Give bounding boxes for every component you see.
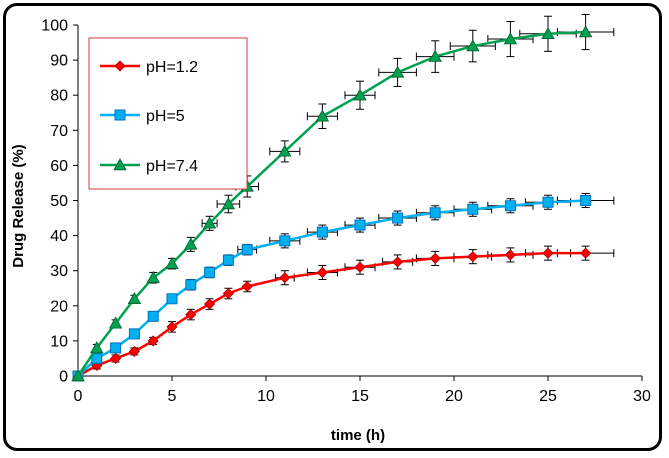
data-point <box>185 309 197 321</box>
y-axis-title: Drug Release (%) <box>10 144 27 267</box>
data-point <box>392 212 404 224</box>
y-tick-label: 20 <box>50 298 68 315</box>
legend-swatch-marker <box>114 109 126 121</box>
legend-item-2: pH=5 <box>100 108 185 125</box>
x-tick-label: 25 <box>539 388 557 405</box>
y-tick-label: 70 <box>50 123 68 140</box>
x-tick-label: 20 <box>445 388 463 405</box>
data-point <box>241 244 253 256</box>
data-point <box>166 321 178 333</box>
data-point <box>91 352 103 364</box>
data-point <box>222 254 234 266</box>
data-point <box>316 226 328 238</box>
x-tick-label: 30 <box>633 388 651 405</box>
x-tick-label: 5 <box>168 388 177 405</box>
y-tick-label: 50 <box>50 193 68 210</box>
y-tick-label: 0 <box>59 369 68 386</box>
series-1 <box>72 245 615 382</box>
data-point <box>279 235 291 247</box>
legend-swatch-marker <box>114 60 126 72</box>
series-line <box>77 199 586 377</box>
data-point <box>503 32 518 45</box>
data-point <box>467 203 479 215</box>
y-tick-label: 90 <box>50 53 68 70</box>
data-point <box>110 352 122 365</box>
data-point <box>578 25 593 38</box>
data-point <box>580 195 592 206</box>
data-point <box>128 328 140 340</box>
data-point <box>71 369 85 382</box>
data-point <box>146 270 160 283</box>
data-point <box>429 252 441 264</box>
axes: 0 10 20 30 40 50 60 70 80 90 100 0 5 10 15 20 25 30 <box>41 18 651 406</box>
data-point <box>542 247 554 259</box>
legend: pH=1.2 pH=5 pH=7.4 <box>88 37 248 190</box>
legend-swatch-marker <box>113 158 127 171</box>
y-tick-label: 30 <box>50 263 68 280</box>
legend-label: pH=1.2 <box>146 59 198 76</box>
data-point <box>541 26 555 39</box>
data-point <box>392 256 404 268</box>
data-point <box>128 345 140 357</box>
data-point <box>504 249 516 261</box>
y-tick-label: 80 <box>50 88 68 105</box>
x-axis-title: time (h) <box>331 427 385 444</box>
data-point <box>221 197 236 210</box>
data-point <box>110 342 122 354</box>
data-point <box>504 200 516 212</box>
y-tick-label: 10 <box>50 333 68 350</box>
data-point <box>184 237 198 250</box>
series-layer <box>71 13 615 382</box>
legend-label: pH=7.4 <box>146 158 198 175</box>
data-point <box>185 279 197 291</box>
data-point <box>542 196 554 208</box>
data-point <box>90 341 104 354</box>
data-point <box>390 65 405 78</box>
data-point <box>279 272 291 284</box>
data-point <box>108 316 123 329</box>
legend-item-1: pH=1.2 <box>100 59 198 76</box>
data-point <box>147 335 159 347</box>
series-2 <box>72 192 615 382</box>
y-tick-label: 100 <box>41 18 68 35</box>
data-point <box>165 256 179 269</box>
y-tick-label: 40 <box>50 228 68 245</box>
data-point <box>204 266 216 278</box>
data-point <box>353 88 367 101</box>
data-point <box>354 219 366 231</box>
legend-label: pH=5 <box>146 108 185 125</box>
data-point <box>467 251 479 263</box>
data-point <box>429 207 441 219</box>
data-point <box>202 216 217 229</box>
data-point <box>222 287 234 300</box>
data-point <box>147 310 159 322</box>
data-point <box>466 39 480 52</box>
error-bars <box>92 192 615 363</box>
y-tick-label: 60 <box>50 158 68 175</box>
data-point <box>127 291 142 304</box>
data-point <box>315 109 330 122</box>
x-tick-label: 10 <box>257 388 275 405</box>
x-tick-label: 0 <box>74 388 83 405</box>
data-point <box>428 49 442 62</box>
data-point <box>316 266 328 279</box>
data-point <box>241 280 253 293</box>
x-tick-label: 15 <box>351 388 369 405</box>
data-point <box>580 247 592 259</box>
legend-item-3: pH=7.4 <box>100 158 198 175</box>
data-point <box>204 298 216 310</box>
data-point <box>166 293 178 305</box>
data-point <box>354 261 366 273</box>
data-point <box>278 144 292 157</box>
